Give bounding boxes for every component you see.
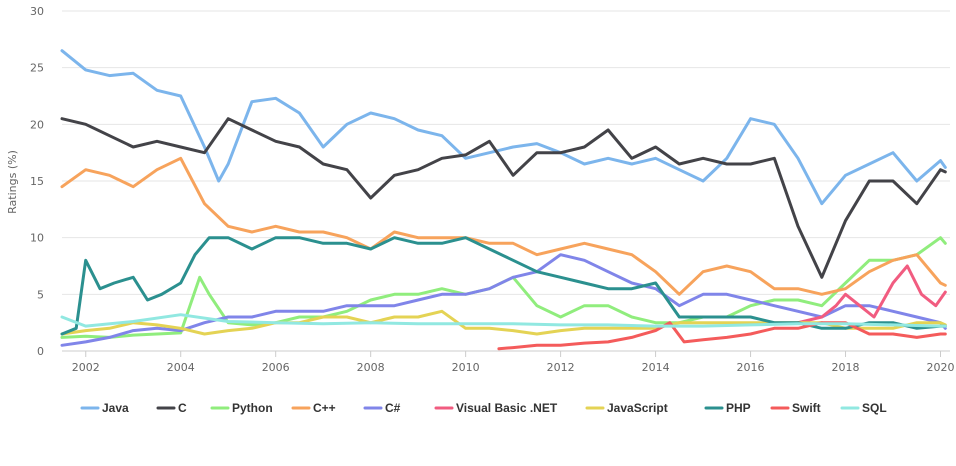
- legend-label: JavaScript: [607, 401, 668, 415]
- x-tick-label: 2018: [832, 361, 860, 374]
- y-tick-label: 0: [37, 345, 44, 358]
- series-line-java: [60, 49, 947, 206]
- x-tick-label: 2004: [167, 361, 195, 374]
- legend-label: PHP: [726, 401, 751, 415]
- legend-item-visual-basic-net[interactable]: Visual Basic .NET: [434, 401, 558, 415]
- x-tick-label: 2016: [737, 361, 765, 374]
- legend-label: SQL: [862, 401, 887, 415]
- legend-label: Swift: [792, 401, 821, 415]
- legend-label: C++: [313, 401, 336, 415]
- y-tick-label: 10: [30, 232, 44, 245]
- x-axis-ticks: 2002 2004 2006 2008 2010 2012 2014 2016 2018 2020: [72, 351, 955, 374]
- legend-item-swift[interactable]: Swift: [770, 401, 821, 415]
- y-tick-label: 25: [30, 62, 44, 75]
- series-line-sql: [60, 313, 947, 328]
- series-line-c: [60, 156, 947, 296]
- legend-label: C#: [385, 401, 401, 415]
- legend-label: Python: [232, 401, 273, 415]
- legend-item-c[interactable]: C#: [363, 401, 401, 415]
- x-tick-label: 2010: [452, 361, 480, 374]
- x-tick-label: 2008: [357, 361, 385, 374]
- legend-item-javascript[interactable]: JavaScript: [585, 401, 668, 415]
- series-lines: [60, 49, 947, 351]
- x-tick-label: 2020: [927, 361, 955, 374]
- y-axis-label: Ratings (%): [6, 150, 19, 214]
- series-line-c: [60, 117, 947, 279]
- legend-label: Java: [102, 401, 129, 415]
- legend-label: C: [178, 401, 187, 415]
- x-tick-label: 2006: [262, 361, 290, 374]
- series-line-visual-basic-net: [796, 264, 947, 325]
- legend: Java C Python C++ C# Visual Basic .NET JavaScr…: [80, 401, 887, 415]
- legend-item-c[interactable]: C++: [291, 401, 336, 415]
- x-tick-label: 2014: [642, 361, 670, 374]
- series-line-c: [60, 253, 947, 347]
- grid-lines: [62, 10, 950, 352]
- legend-item-python[interactable]: Python: [210, 401, 273, 415]
- y-axis-ticks: 0 5 10 15 20 25 30: [30, 5, 44, 358]
- legend-item-java[interactable]: Java: [80, 401, 129, 415]
- legend-item-c[interactable]: C: [156, 401, 187, 415]
- legend-item-sql[interactable]: SQL: [840, 401, 887, 415]
- y-tick-label: 15: [30, 175, 44, 188]
- x-tick-label: 2012: [547, 361, 575, 374]
- legend-label: Visual Basic .NET: [456, 401, 558, 415]
- y-tick-label: 20: [30, 118, 44, 131]
- series-line-swift: [497, 321, 947, 351]
- y-tick-label: 5: [37, 288, 44, 301]
- x-tick-label: 2002: [72, 361, 100, 374]
- y-tick-label: 30: [30, 5, 44, 18]
- legend-item-php[interactable]: PHP: [704, 401, 751, 415]
